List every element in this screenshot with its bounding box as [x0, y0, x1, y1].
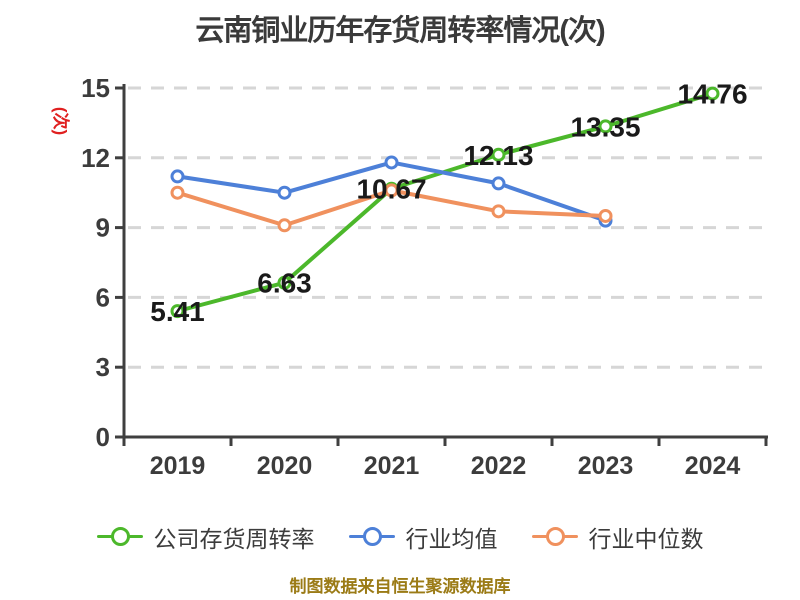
grid-lines — [128, 86, 766, 369]
data-point-marker — [491, 147, 506, 162]
data-point-marker — [170, 304, 185, 319]
value-labels: 5.41 6.63 10.67 12.13 13.35 14.76 — [150, 79, 747, 328]
x-tick-label: 2019 — [150, 452, 206, 480]
data-point-marker — [491, 176, 506, 191]
legend-item-industry-median[interactable]: 行业中位数 — [531, 520, 704, 554]
legend-marker-icon — [348, 527, 395, 547]
legend-marker-icon — [531, 527, 578, 547]
series-2 — [170, 183, 613, 233]
y-tick-label: 6 — [96, 282, 110, 312]
data-point-marker — [277, 218, 292, 233]
y-tick-label: 15 — [81, 73, 110, 103]
x-tick-label: 2024 — [685, 452, 741, 480]
data-source-note: 制图数据来自恒生聚源数据库 — [289, 577, 511, 596]
legend-marker-icon — [96, 527, 143, 547]
data-point-value-label: 10.67 — [356, 174, 426, 205]
x-tick-label: 2022 — [471, 452, 527, 480]
legend-item-company-turnover[interactable]: 公司存货周转率 — [96, 520, 315, 554]
y-tick-label: 9 — [96, 213, 110, 243]
data-point-value-label: 5.41 — [150, 296, 205, 327]
data-point-marker — [598, 119, 613, 134]
y-tick-label: 3 — [96, 352, 110, 382]
data-point-marker — [705, 86, 720, 101]
data-point-value-label: 12.13 — [463, 140, 533, 171]
legend-item-label: 行业中位数 — [588, 526, 704, 552]
data-point-value-label: 13.35 — [570, 111, 640, 142]
y-tick-label: 12 — [81, 143, 110, 173]
x-tick-label: 2021 — [364, 452, 420, 480]
data-point-value-label: 14.76 — [677, 79, 747, 110]
legend-item-label: 公司存货周转率 — [153, 526, 315, 552]
x-tick-label: 2023 — [578, 452, 634, 480]
legend-item-label: 行业均值 — [405, 526, 498, 552]
legend-item-industry-average[interactable]: 行业均值 — [348, 520, 498, 554]
legend: 公司存货周转率 行业均值 行业中位数 — [0, 520, 800, 554]
data-point-marker — [598, 208, 613, 223]
data-point-marker — [277, 185, 292, 200]
y-tick-label: 0 — [96, 422, 110, 452]
chart-title: 云南铜业历年存货周转率情况(次) — [195, 15, 605, 47]
data-point-marker — [491, 204, 506, 219]
data-point-marker — [170, 169, 185, 184]
x-tick-label: 2020 — [257, 452, 313, 480]
data-point-marker — [170, 185, 185, 200]
data-point-marker — [384, 155, 399, 170]
axes: 0 3 6 9 12 15 2019 2020 2021 2022 2023 2024 — [81, 73, 768, 480]
data-point-value-label: 6.63 — [257, 268, 312, 299]
data-point-marker — [384, 183, 399, 198]
data-point-marker — [277, 275, 292, 290]
